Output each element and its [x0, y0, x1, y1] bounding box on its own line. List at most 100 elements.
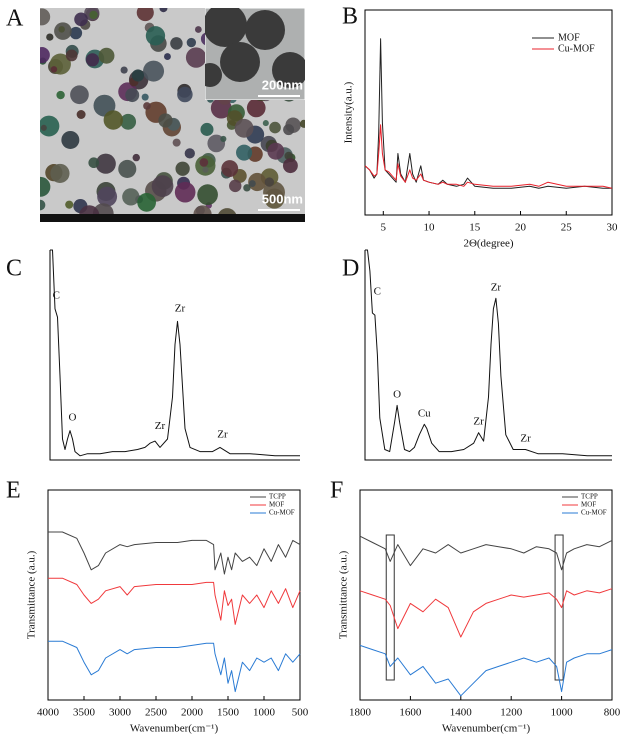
- particle: [221, 160, 239, 178]
- legend-label: MOF: [581, 501, 596, 509]
- x-tick-label: 4000: [37, 707, 60, 719]
- particle: [159, 8, 168, 13]
- info-strip: [40, 214, 305, 222]
- plot-frame: [47, 489, 301, 701]
- particle: [283, 124, 295, 136]
- particle: [70, 85, 89, 105]
- inset-particle: [205, 8, 247, 47]
- legend-label: Cu-MOF: [558, 43, 595, 54]
- inset-particle: [245, 10, 285, 50]
- peak-label: Zr: [473, 416, 484, 428]
- x-tick-label: 800: [604, 707, 620, 719]
- panel-label: B: [342, 4, 358, 30]
- particle: [88, 157, 100, 169]
- particle: [122, 188, 140, 206]
- particle: [98, 47, 115, 64]
- particle: [175, 161, 190, 176]
- particle: [248, 180, 256, 187]
- particle: [234, 118, 254, 138]
- x-tick-label: 1600: [399, 707, 422, 719]
- series-line: [359, 644, 613, 697]
- particle: [269, 121, 281, 134]
- x-tick-label: 25: [561, 222, 573, 234]
- inset-particle: [205, 63, 222, 87]
- particle: [220, 135, 227, 142]
- particle: [125, 88, 140, 103]
- x-axis-label: 2Θ(degree): [463, 238, 513, 250]
- inset-scale-label: 200nm: [262, 77, 303, 92]
- y-axis-label: Transmittance (a.u.): [338, 550, 350, 639]
- particle: [85, 53, 100, 67]
- plot-frame: [364, 9, 613, 216]
- panel-label: A: [6, 6, 24, 32]
- y-axis-label: Transmittance (a.u.): [26, 550, 38, 639]
- panel-label: C: [6, 256, 22, 282]
- peak-label: C: [53, 290, 60, 302]
- particle: [243, 184, 251, 192]
- particle: [131, 69, 145, 82]
- particle: [46, 33, 54, 41]
- tem-image: 200nm 500nm: [40, 8, 305, 222]
- peak-label: C: [374, 286, 381, 298]
- series-line: [359, 588, 613, 638]
- panel-label: F: [330, 478, 343, 504]
- legend-label: Cu-MOF: [581, 509, 607, 517]
- particle: [103, 110, 123, 130]
- highlight-box: [385, 534, 395, 681]
- particle: [61, 130, 80, 149]
- series-line: [50, 249, 300, 457]
- particle: [120, 113, 137, 130]
- particle: [120, 66, 128, 74]
- series-line: [48, 577, 301, 625]
- particle: [58, 26, 65, 33]
- axis-frame: [364, 250, 612, 461]
- x-tick-label: 15: [469, 222, 481, 234]
- particle: [172, 138, 181, 147]
- series-line: [359, 535, 613, 571]
- y-axis-label: Intensity(a.u.): [343, 81, 355, 143]
- particle: [202, 166, 209, 173]
- peak-label: Zr: [520, 433, 531, 445]
- particle: [95, 153, 116, 174]
- particle: [40, 199, 46, 211]
- particle: [118, 159, 137, 178]
- particle: [236, 144, 253, 161]
- panel-label: D: [342, 256, 359, 282]
- particle: [40, 47, 50, 64]
- particle: [284, 151, 293, 161]
- particle: [151, 175, 174, 197]
- x-tick-label: 10: [424, 222, 436, 234]
- particle: [197, 184, 218, 205]
- particle: [184, 148, 195, 159]
- particle: [264, 177, 275, 187]
- inset-particle: [220, 42, 260, 82]
- particle: [282, 158, 298, 174]
- x-tick-label: 500: [292, 707, 309, 719]
- x-axis-label: Wavenumber(cm⁻¹): [442, 723, 531, 735]
- peak-label: Cu: [418, 407, 431, 419]
- panel-label: E: [6, 478, 21, 504]
- particle: [164, 53, 171, 60]
- peak-label: Zr: [491, 281, 502, 293]
- particle: [137, 192, 156, 212]
- peak-label: O: [393, 388, 401, 400]
- x-tick-label: 3000: [109, 707, 132, 719]
- particle: [74, 12, 88, 27]
- legend-label: TCPP: [269, 493, 286, 501]
- particle: [199, 158, 209, 167]
- particle: [185, 47, 207, 68]
- particle: [40, 115, 60, 137]
- x-tick-label: 20: [515, 222, 527, 234]
- x-tick-label: 1400: [450, 707, 473, 719]
- x-tick-label: 30: [607, 222, 619, 234]
- particle: [299, 119, 305, 128]
- particle: [145, 26, 166, 46]
- x-tick-label: 2500: [145, 707, 168, 719]
- peak-label: Zr: [175, 302, 186, 314]
- peak-label: Zr: [155, 420, 166, 432]
- series-line: [364, 38, 612, 189]
- particle: [65, 200, 74, 209]
- particle: [194, 26, 202, 33]
